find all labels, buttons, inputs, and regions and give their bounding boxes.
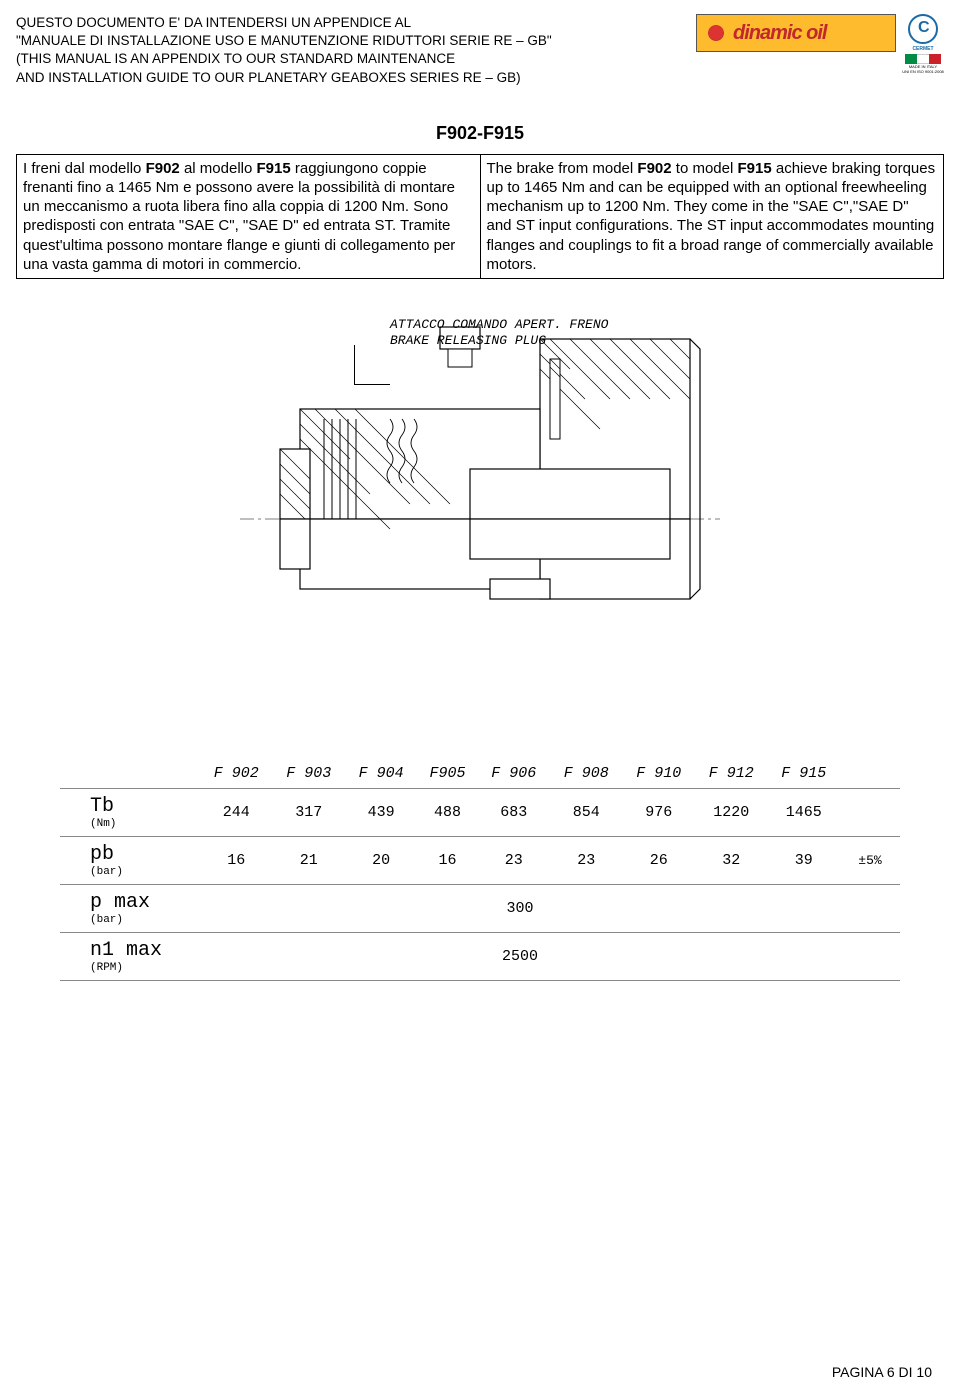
- drawing-callout: ATTACCO COMANDO APERT. FRENO BRAKE RELEA…: [390, 317, 608, 348]
- header-text-block: QUESTO DOCUMENTO E' DA INTENDERSI UN APP…: [16, 14, 696, 87]
- header-line-1: QUESTO DOCUMENTO E' DA INTENDERSI UN APP…: [16, 14, 696, 32]
- row-label-pb-unit: (bar): [90, 866, 196, 878]
- cell: 16: [200, 837, 272, 885]
- cert-small-2: UNI EN ISO 9001:2008: [902, 70, 944, 74]
- en-text-2: to model: [672, 160, 738, 177]
- cell: 20: [345, 837, 417, 885]
- cell: 23: [550, 837, 622, 885]
- cell: 23: [478, 837, 550, 885]
- it-text-1: I freni dal modello: [23, 160, 146, 177]
- cell: 39: [767, 837, 840, 885]
- en-model-1: F902: [637, 160, 671, 177]
- model-col-3: F905: [417, 759, 477, 789]
- cell: 439: [345, 789, 417, 837]
- it-model-1: F902: [146, 160, 180, 177]
- spec-header-blank: [60, 759, 200, 789]
- cell: 317: [272, 789, 344, 837]
- tol-cell: ±5%: [840, 837, 900, 885]
- row-label-tb: Tb(Nm): [60, 789, 200, 837]
- cell: 32: [695, 837, 767, 885]
- spec-table-grid: F 902 F 903 F 904 F905 F 906 F 908 F 910…: [60, 759, 900, 981]
- section-title: F902-F915: [0, 123, 960, 144]
- table-row: p max(bar) 300: [60, 885, 900, 933]
- cell: 21: [272, 837, 344, 885]
- cell-span: 300: [200, 885, 840, 933]
- row-label-tb-unit: (Nm): [90, 818, 196, 830]
- cell: 976: [623, 789, 695, 837]
- description-italian: I freni dal modello F902 al modello F915…: [16, 154, 480, 279]
- tolerance-col: [840, 759, 900, 789]
- row-label-pb: pb(bar): [60, 837, 200, 885]
- italy-flag-icon: [905, 54, 941, 64]
- cell: 1220: [695, 789, 767, 837]
- row-label-pb-sym: pb: [90, 843, 114, 866]
- row-label-pmax-unit: (bar): [90, 914, 196, 926]
- leader-line: [354, 345, 390, 385]
- spec-table: F 902 F 903 F 904 F905 F 906 F 908 F 910…: [60, 759, 900, 981]
- header-line-2: "MANUALE DI INSTALLAZIONE USO E MANUTENZ…: [16, 32, 696, 50]
- spec-table-body: Tb(Nm) 244 317 439 488 683 854 976 1220 …: [60, 789, 900, 981]
- model-col-8: F 915: [767, 759, 840, 789]
- header-logos: dinamic oil CERMET MADE IN ITALY UNI EN …: [696, 14, 944, 75]
- cermet-label: CERMET: [902, 46, 944, 52]
- row-label-n1max-unit: (RPM): [90, 962, 196, 974]
- logo-text: dinamic oil: [733, 22, 826, 45]
- cell: 16: [417, 837, 477, 885]
- model-col-6: F 910: [623, 759, 695, 789]
- spec-table-header-row: F 902 F 903 F 904 F905 F 906 F 908 F 910…: [60, 759, 900, 789]
- cermet-icon: [908, 14, 938, 44]
- row-label-tb-sym: Tb: [90, 795, 114, 818]
- model-col-4: F 906: [478, 759, 550, 789]
- description-english: The brake from model F902 to model F915 …: [480, 154, 945, 279]
- tol-cell: [840, 885, 900, 933]
- cell: 26: [623, 837, 695, 885]
- cell: 683: [478, 789, 550, 837]
- description-columns: I freni dal modello F902 al modello F915…: [0, 154, 960, 279]
- model-col-0: F 902: [200, 759, 272, 789]
- it-text-2: al modello: [180, 160, 257, 177]
- row-label-pmax-sym: p max: [90, 891, 150, 914]
- en-text-1: The brake from model: [487, 160, 638, 177]
- row-label-pmax: p max(bar): [60, 885, 200, 933]
- en-model-2: F915: [737, 160, 771, 177]
- dinamic-oil-logo: dinamic oil: [696, 14, 896, 52]
- model-col-5: F 908: [550, 759, 622, 789]
- header-line-3: (THIS MANUAL IS AN APPENDIX TO OUR STAND…: [16, 50, 696, 68]
- table-row: Tb(Nm) 244 317 439 488 683 854 976 1220 …: [60, 789, 900, 837]
- cell: 854: [550, 789, 622, 837]
- model-col-2: F 904: [345, 759, 417, 789]
- cell: 488: [417, 789, 477, 837]
- it-model-2: F915: [257, 160, 291, 177]
- cell: 1465: [767, 789, 840, 837]
- row-label-n1max-sym: n1 max: [90, 939, 162, 962]
- technical-drawing: ATTACCO COMANDO APERT. FRENO BRAKE RELEA…: [120, 319, 840, 639]
- tol-cell: [840, 789, 900, 837]
- page-footer: PAGINA 6 DI 10: [832, 1364, 932, 1380]
- drawing-label-en: BRAKE RELEASING PLUG: [390, 333, 608, 349]
- tol-cell: [840, 933, 900, 981]
- table-row: pb(bar) 16 21 20 16 23 23 26 32 39 ±5%: [60, 837, 900, 885]
- gear-icon: [703, 20, 729, 46]
- model-col-1: F 903: [272, 759, 344, 789]
- model-col-7: F 912: [695, 759, 767, 789]
- header-line-4: AND INSTALLATION GUIDE TO OUR PLANETARY …: [16, 69, 696, 87]
- table-row: n1 max(RPM) 2500: [60, 933, 900, 981]
- cell: 244: [200, 789, 272, 837]
- cell-span: 2500: [200, 933, 840, 981]
- page-header: QUESTO DOCUMENTO E' DA INTENDERSI UN APP…: [0, 0, 960, 95]
- brake-cross-section-diagram: [240, 319, 720, 639]
- drawing-label-it: ATTACCO COMANDO APERT. FRENO: [390, 317, 608, 333]
- cermet-cert-badge: CERMET MADE IN ITALY UNI EN ISO 9001:200…: [902, 14, 944, 75]
- row-label-n1max: n1 max(RPM): [60, 933, 200, 981]
